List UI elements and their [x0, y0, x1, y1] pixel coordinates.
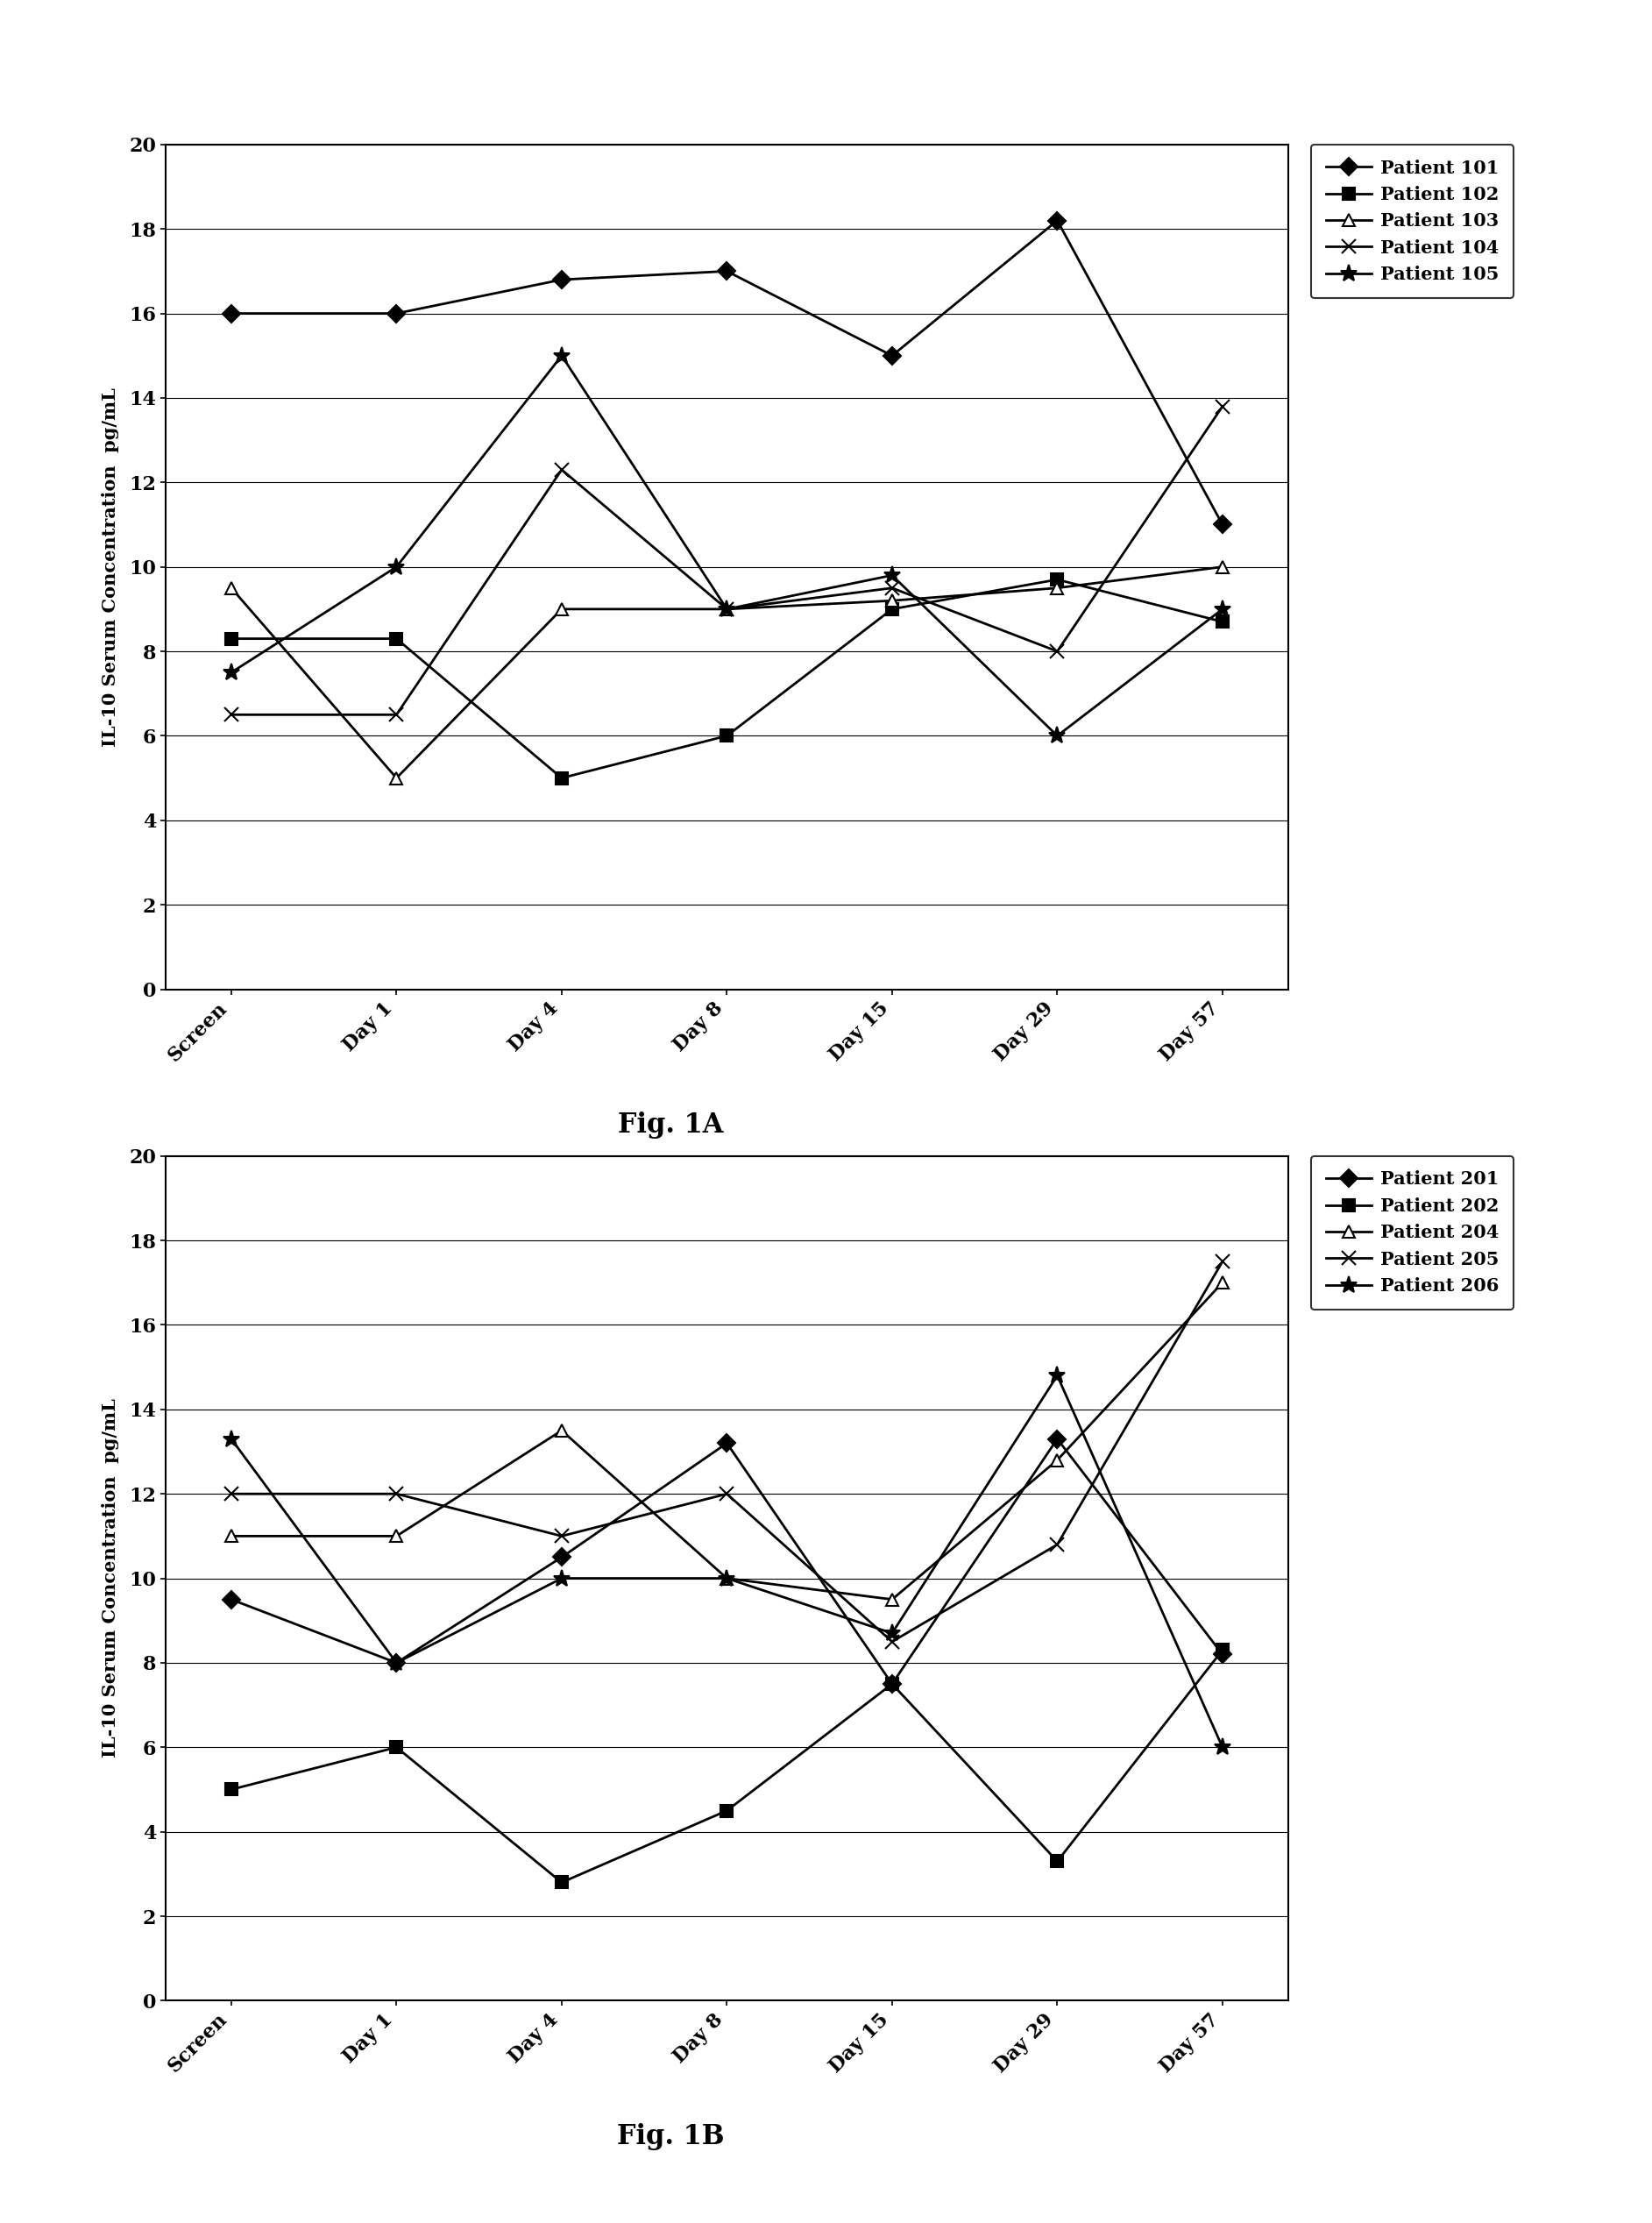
Patient 201 — [882, 1672, 902, 1698]
Patient 204 — [1047, 1447, 1067, 1474]
Patient 104 — [1213, 393, 1232, 420]
Patient 204 — [882, 1587, 902, 1614]
Patient 105 — [1213, 596, 1232, 622]
Patient 202 — [552, 1870, 572, 1896]
Patient 104 — [1047, 638, 1067, 665]
Patient 101 — [221, 300, 241, 327]
Patient 105 — [882, 562, 902, 589]
Patient 201 — [221, 1587, 241, 1614]
Patient 204 — [717, 1565, 737, 1592]
Legend: Patient 201, Patient 202, Patient 204, Patient 205, Patient 206: Patient 201, Patient 202, Patient 204, P… — [1312, 1156, 1513, 1309]
Y-axis label: IL-10 Serum Concentration  pg/mL: IL-10 Serum Concentration pg/mL — [102, 1398, 119, 1758]
Line: Patient 103: Patient 103 — [225, 560, 1229, 785]
Text: Fig. 1B: Fig. 1B — [618, 2123, 724, 2150]
Patient 103 — [1047, 574, 1067, 600]
Patient 104 — [552, 456, 572, 482]
Patient 202 — [1047, 1847, 1067, 1874]
Patient 205 — [717, 1481, 737, 1507]
Patient 101 — [552, 267, 572, 293]
Patient 204 — [221, 1523, 241, 1549]
Patient 103 — [221, 574, 241, 600]
Patient 105 — [717, 596, 737, 622]
Patient 205 — [221, 1481, 241, 1507]
Patient 201 — [717, 1429, 737, 1456]
Patient 105 — [221, 658, 241, 685]
Patient 206 — [717, 1565, 737, 1592]
Patient 206 — [552, 1565, 572, 1592]
Patient 201 — [552, 1543, 572, 1569]
Patient 103 — [387, 765, 406, 791]
Patient 104 — [387, 702, 406, 729]
Patient 105 — [387, 554, 406, 580]
Patient 202 — [221, 1776, 241, 1803]
Line: Patient 204: Patient 204 — [225, 1276, 1229, 1605]
Patient 206 — [882, 1621, 902, 1647]
Patient 201 — [1213, 1641, 1232, 1667]
Patient 104 — [882, 574, 902, 600]
Text: Fig. 1A: Fig. 1A — [618, 1112, 724, 1138]
Patient 204 — [387, 1523, 406, 1549]
Line: Patient 202: Patient 202 — [225, 1645, 1229, 1890]
Patient 101 — [717, 258, 737, 285]
Patient 206 — [221, 1425, 241, 1452]
Patient 205 — [552, 1523, 572, 1549]
Patient 102 — [221, 625, 241, 651]
Patient 204 — [552, 1418, 572, 1445]
Patient 103 — [717, 596, 737, 622]
Patient 105 — [1047, 722, 1067, 749]
Patient 202 — [717, 1796, 737, 1823]
Legend: Patient 101, Patient 102, Patient 103, Patient 104, Patient 105: Patient 101, Patient 102, Patient 103, P… — [1312, 144, 1513, 298]
Patient 206 — [1213, 1734, 1232, 1761]
Line: Patient 104: Patient 104 — [225, 400, 1229, 722]
Line: Patient 102: Patient 102 — [225, 574, 1229, 785]
Patient 102 — [717, 722, 737, 749]
Patient 205 — [387, 1481, 406, 1507]
Patient 104 — [221, 702, 241, 729]
Patient 201 — [387, 1649, 406, 1676]
Patient 101 — [1213, 511, 1232, 538]
Patient 205 — [882, 1627, 902, 1654]
Patient 102 — [882, 596, 902, 622]
Patient 205 — [1047, 1532, 1067, 1558]
Patient 102 — [1213, 609, 1232, 636]
Patient 202 — [882, 1672, 902, 1698]
Patient 102 — [387, 625, 406, 651]
Patient 101 — [882, 342, 902, 369]
Line: Patient 205: Patient 205 — [225, 1254, 1229, 1649]
Patient 104 — [717, 596, 737, 622]
Y-axis label: IL-10 Serum Concentration  pg/mL: IL-10 Serum Concentration pg/mL — [102, 387, 119, 747]
Patient 102 — [552, 765, 572, 791]
Patient 201 — [1047, 1425, 1067, 1452]
Patient 202 — [387, 1734, 406, 1761]
Patient 206 — [1047, 1363, 1067, 1389]
Line: Patient 201: Patient 201 — [225, 1434, 1229, 1689]
Patient 204 — [1213, 1269, 1232, 1296]
Patient 103 — [1213, 554, 1232, 580]
Patient 103 — [882, 587, 902, 614]
Patient 101 — [387, 300, 406, 327]
Patient 101 — [1047, 207, 1067, 233]
Patient 206 — [387, 1649, 406, 1676]
Patient 102 — [1047, 567, 1067, 594]
Patient 103 — [552, 596, 572, 622]
Line: Patient 105: Patient 105 — [223, 347, 1231, 745]
Patient 205 — [1213, 1249, 1232, 1276]
Line: Patient 206: Patient 206 — [223, 1367, 1231, 1756]
Patient 202 — [1213, 1636, 1232, 1663]
Patient 105 — [552, 342, 572, 369]
Line: Patient 101: Patient 101 — [225, 213, 1229, 531]
